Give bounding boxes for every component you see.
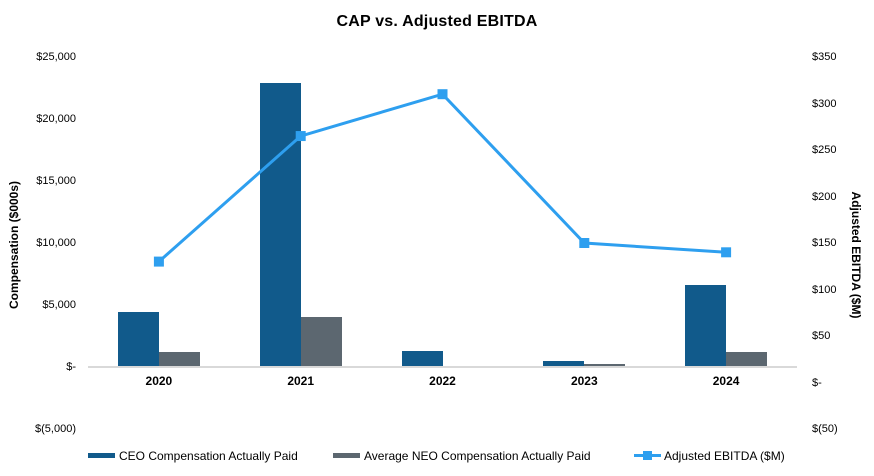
- left-tick-label: $-: [66, 361, 76, 373]
- ebitda-line: [157, 92, 727, 263]
- legend-bar-swatch: [88, 453, 115, 458]
- right-tick-label: $350: [812, 51, 837, 63]
- right-tick-label: $50: [812, 330, 831, 342]
- legend-item-ceo: CEO Compensation Actually Paid: [88, 448, 298, 463]
- bar-neo-2021: [300, 316, 342, 367]
- year-label: 2023: [570, 374, 598, 388]
- bar-ceo-2024: [685, 285, 727, 367]
- year-label: 2021: [287, 374, 315, 388]
- left-tick-label: $25,000: [36, 51, 76, 63]
- year-label: 2024: [712, 374, 740, 388]
- legend-bar-swatch: [333, 453, 360, 458]
- bar-neo-2024: [726, 352, 768, 367]
- legend-label: CEO Compensation Actually Paid: [119, 448, 298, 463]
- ebitda-marker-2021: [295, 131, 306, 142]
- ebitda-marker-2024: [721, 247, 732, 258]
- bar-neo-2023: [584, 363, 626, 367]
- chart-title: CAP vs. Adjusted EBITDA: [336, 13, 538, 30]
- x-axis-line: [88, 366, 797, 368]
- legend-label: Adjusted EBITDA ($M): [664, 448, 785, 463]
- right-tick-label: $-: [812, 376, 822, 389]
- ebitda-marker-2020: [153, 256, 164, 267]
- left-tick-label: $20,000: [36, 113, 76, 125]
- ebitda-marker-2022: [437, 89, 448, 100]
- right-tick-label: $(50): [812, 423, 838, 435]
- left-tick-label: $10,000: [36, 237, 76, 249]
- bar-neo-2020: [158, 352, 200, 367]
- legend-line-swatch: [634, 451, 661, 460]
- left-tick-label: $(5,000): [35, 423, 76, 435]
- bar-ceo-2023: [543, 361, 585, 367]
- legend-item-neo: Average NEO Compensation Actually Paid: [333, 448, 591, 463]
- left-tick-label: $15,000: [36, 175, 76, 187]
- left-tick-label: $5,000: [42, 299, 76, 311]
- legend-line-marker-icon: [643, 451, 652, 460]
- bar-ceo-2022: [401, 350, 443, 367]
- ebitda-marker-2023: [579, 238, 590, 248]
- legend-item-ebitda: Adjusted EBITDA ($M): [634, 448, 785, 463]
- right-tick-label: $200: [812, 190, 837, 203]
- right-tick-label: $250: [812, 144, 837, 156]
- right-tick-label: $100: [812, 283, 837, 296]
- bar-ceo-2020: [117, 312, 159, 367]
- right-tick-label: $150: [812, 237, 837, 249]
- legend-label: Average NEO Compensation Actually Paid: [364, 448, 591, 463]
- bar-ceo-2021: [259, 83, 301, 367]
- year-label: 2022: [429, 374, 456, 388]
- right-tick-label: $300: [812, 97, 837, 110]
- year-label: 2020: [145, 374, 173, 388]
